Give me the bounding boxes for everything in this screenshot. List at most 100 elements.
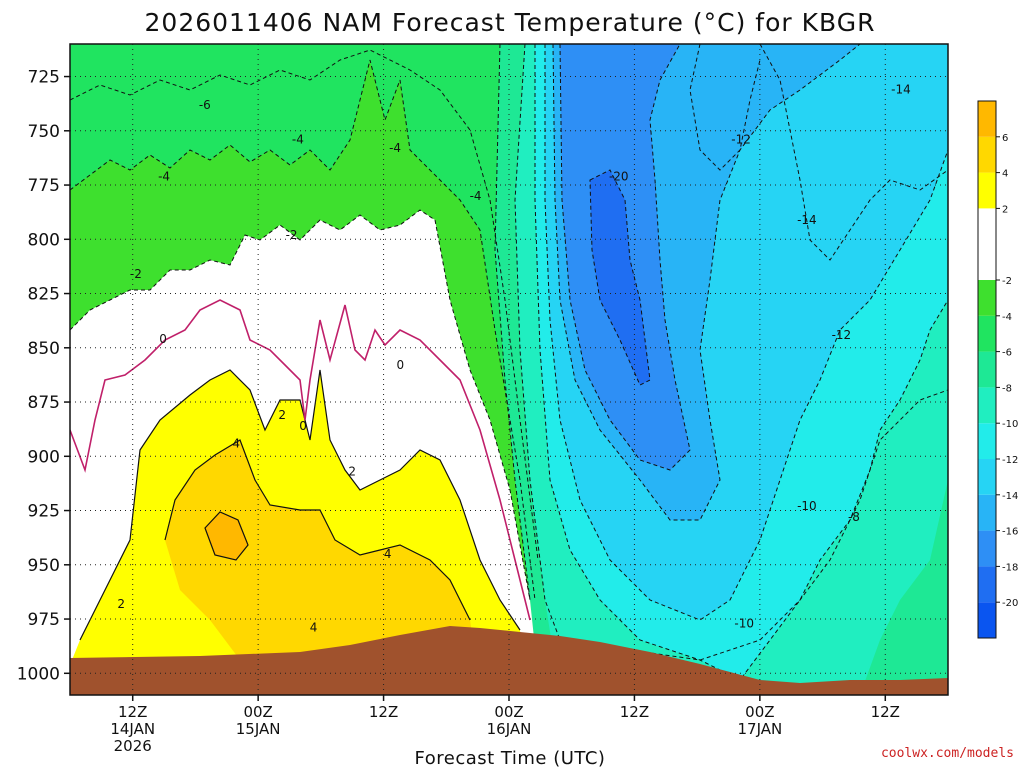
colorbar-swatch: [978, 280, 996, 316]
colorbar-tick-label: -4: [1002, 312, 1012, 323]
contour-minus14: [544, 44, 948, 621]
colorbar-swatch: [978, 387, 996, 424]
grid-lines: [70, 44, 948, 695]
y-tick-label: 1000: [17, 664, 60, 684]
contour-label: 0: [396, 358, 404, 372]
contour-minus12b: [689, 44, 761, 171]
contour-minus20: [589, 169, 651, 386]
colorbar-tick-label: -16: [1002, 527, 1018, 538]
colorbar-swatch: [978, 315, 996, 352]
contour-labels: -6-4-4-4-4-2-2002042424-20-12-14-12-14-1…: [117, 83, 910, 635]
contour-label: -14: [797, 213, 817, 227]
contour-label: -2: [130, 267, 142, 281]
x-tick-label: 12Z: [871, 703, 900, 721]
contour-label: 0: [299, 419, 307, 433]
colorbar-swatch: [978, 530, 996, 567]
contour-minus8: [494, 44, 531, 601]
contour-minus6: [70, 49, 539, 561]
colorbar-swatch: [978, 602, 996, 638]
fill-plus4: [165, 440, 480, 695]
colorbar-tick-label: -10: [1002, 419, 1018, 430]
y-axis: 725 750 775 800 825 850 875 900 925 950 975 1000: [17, 68, 70, 684]
colorbar-swatch: [978, 208, 996, 280]
plot-area: [70, 44, 948, 695]
credit-text: coolwx.com/models: [881, 746, 1014, 761]
colorbar-tick-label: -2: [1002, 276, 1012, 287]
colorbar-tick-label: 4: [1002, 169, 1008, 180]
contour-label: 2: [278, 408, 286, 422]
contour-minus12: [534, 44, 948, 681]
contour-label: 2: [117, 597, 125, 611]
x-tick-label: 15JAN: [236, 720, 281, 738]
y-tick-label: 725: [28, 68, 60, 88]
y-tick-label: 925: [28, 502, 60, 522]
contour-label: -4: [292, 132, 304, 146]
x-tick-label: 12Z: [369, 703, 398, 721]
y-tick-label: 950: [28, 556, 60, 576]
colorbar-tick-label: -8: [1002, 383, 1012, 394]
y-tick-label: 750: [28, 122, 60, 142]
contour-label: 4: [232, 436, 240, 450]
contour-label: -20: [609, 169, 629, 183]
y-tick-label: 875: [28, 393, 60, 413]
x-tick-label: 00Z: [745, 703, 774, 721]
colorbar-tick-label: -18: [1002, 562, 1018, 573]
contour-label: -4: [158, 169, 170, 183]
y-tick-label: 900: [28, 447, 60, 467]
contour-label: -10: [734, 616, 754, 630]
colorbar-swatch: [978, 136, 996, 173]
x-tick-label: 17JAN: [737, 720, 782, 738]
y-tick-label: 800: [28, 230, 60, 250]
x-tick-label: 00Z: [494, 703, 523, 721]
contour-minus16: [552, 44, 861, 521]
contour-minus10: [514, 44, 948, 661]
contour-label: -8: [848, 510, 860, 524]
contour-label: -10: [797, 499, 817, 513]
colorbar-tick-label: 2: [1002, 204, 1008, 215]
x-tick-label: 00Z: [243, 703, 272, 721]
contour-label: -14: [891, 83, 911, 97]
colorbar-frame: [977, 100, 997, 639]
contour-label: 0: [159, 332, 167, 346]
y-tick-label: 850: [28, 339, 60, 359]
terrain: [70, 626, 948, 695]
contour-zero: [70, 299, 531, 621]
contour-minus18: [559, 44, 691, 471]
colorbar-tick-label: -14: [1002, 491, 1018, 502]
contour-minus4: [70, 59, 536, 601]
colorbar-swatch: [978, 423, 996, 459]
y-tick-label: 775: [28, 176, 60, 196]
contour-label: -12: [832, 328, 852, 342]
fill-minus20: [590, 170, 650, 385]
y-tick-label: 825: [28, 285, 60, 305]
colorbar-swatch: [978, 101, 996, 137]
x-tick-label: 14JAN: [110, 720, 155, 738]
chart-title: 2026011406 NAM Forecast Temperature (°C)…: [145, 8, 876, 37]
contour-plus6: [204, 511, 249, 561]
colorbar-swatch: [978, 459, 996, 495]
contour-label: 4: [310, 621, 318, 635]
contour-label: -2: [286, 228, 298, 242]
contour-plus4: [164, 439, 471, 621]
colorbar-tick-label: -12: [1002, 455, 1018, 466]
contour-label: -12: [731, 132, 751, 146]
colorbar-tick-label: 6: [1002, 133, 1008, 144]
colorbar-swatch: [978, 494, 996, 531]
colorbar-tick-label: -6: [1002, 348, 1012, 359]
cold-contours: [70, 44, 948, 681]
x-tick-label: 16JAN: [487, 720, 532, 738]
colorbar-swatch: [978, 172, 996, 209]
x-tick-label: 2026: [114, 737, 152, 755]
contour-label: 2: [348, 464, 356, 478]
colorbar-swatch: [978, 351, 996, 388]
contour-label: -4: [389, 141, 401, 155]
contour-label: -6: [199, 98, 211, 112]
colorbar-swatch: [978, 566, 996, 603]
contour-label: 4: [384, 547, 392, 561]
x-tick-label: 12Z: [620, 703, 649, 721]
colorbar: 6 4 2 -2 -4 -6 -8 -10 -12 -14 -16 -18 -20: [977, 100, 1018, 639]
x-axis-label: Forecast Time (UTC): [415, 748, 606, 768]
x-tick-label: 12Z: [118, 703, 147, 721]
